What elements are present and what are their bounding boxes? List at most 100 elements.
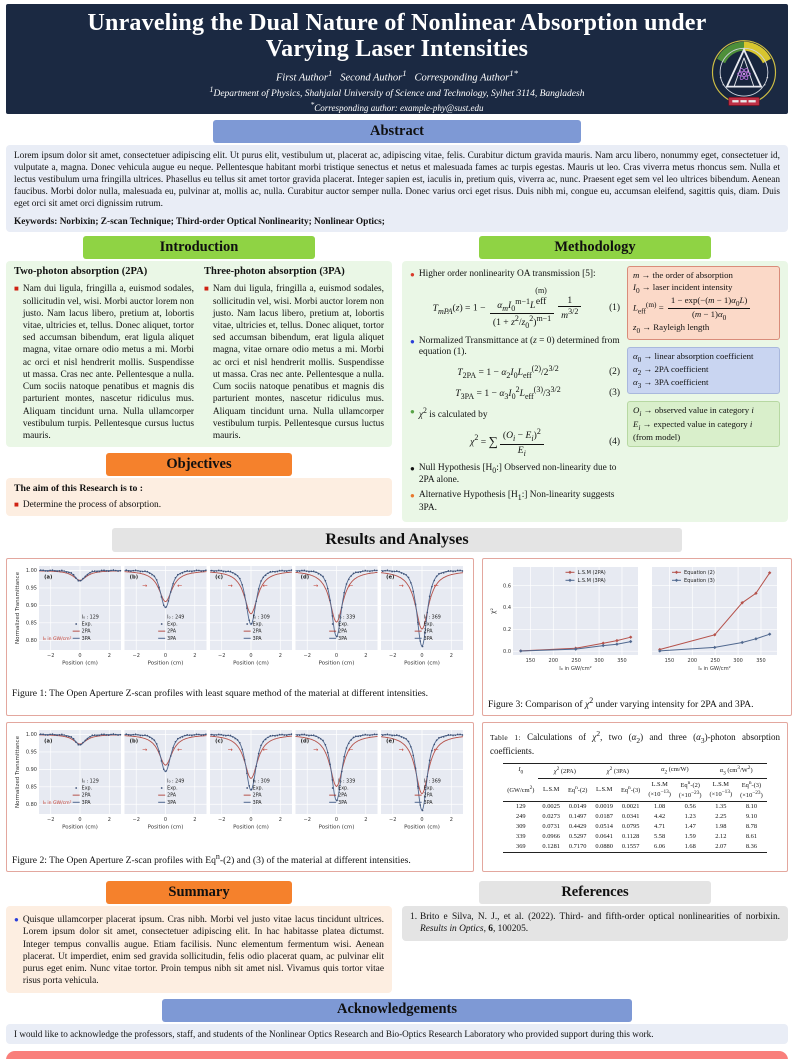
def-line: Oi → observed value in category i [633, 405, 754, 419]
table-row: 249 0.0273 0.1497 0.0187 0.0341 4.42 1.23 2.25 9… [516, 813, 758, 821]
svg-text:Position (cm): Position (cm) [62, 661, 98, 667]
svg-text:0: 0 [249, 653, 252, 659]
svg-text:→: → [313, 747, 318, 754]
table-row: 369 0.1281 0.7170 0.0880 0.1557 6.06 1.68 2.07 8… [503, 842, 767, 853]
svg-text:Position (cm): Position (cm) [233, 661, 269, 667]
svg-text:2: 2 [108, 653, 111, 659]
svg-text:→: → [313, 583, 318, 590]
abstract-text: Lorem ipsum dolor sit amet, consectetuer… [14, 151, 780, 210]
svg-text:0: 0 [78, 653, 81, 659]
table-1-title: Table 1: Calculations of χ2, two (α2) an… [490, 729, 780, 756]
svg-text:I₀ in GW/cm²: I₀ in GW/cm² [698, 666, 731, 672]
equation-2: T2PA = 1 − α2I0Leff(2)/23/2 (2) [420, 364, 620, 380]
svg-text:→: → [142, 583, 147, 590]
equation-3-number: (3) [609, 388, 620, 399]
svg-text:−2: −2 [218, 817, 225, 823]
method-bullet-1: Higher order nonlinearity OA transmissio… [418, 269, 596, 280]
svg-text:2: 2 [279, 817, 282, 823]
svg-text:250: 250 [571, 658, 581, 664]
svg-text:2: 2 [193, 653, 196, 659]
def-line: Ei → expected value in category i (from … [633, 418, 753, 443]
svg-text:←: ← [434, 583, 439, 590]
svg-text:0: 0 [78, 817, 81, 823]
def-line: α0 → linear absorption coefficient [633, 350, 754, 364]
svg-text:Exp.: Exp. [424, 786, 434, 792]
keywords-line: Keywords: Norbixin; Z-scan Technique; Th… [14, 217, 385, 228]
svg-text:I₀ : 309: I₀ : 309 [253, 779, 270, 785]
methodology-body: ● Higher order nonlinearity OA transmissi… [402, 261, 788, 523]
svg-text:Exp.: Exp. [424, 622, 434, 628]
svg-text:(e): (e) [386, 739, 394, 745]
square-bullet-icon: ■ [14, 284, 19, 294]
svg-text:0.4: 0.4 [503, 606, 511, 612]
svg-text:0.90: 0.90 [26, 767, 37, 773]
table-1-box: Table 1: Calculations of χ2, two (α2) an… [482, 722, 788, 873]
svg-text:(c): (c) [215, 575, 223, 581]
references-heading: References [479, 881, 711, 905]
svg-text:Position (cm): Position (cm) [148, 661, 184, 667]
svg-text:3PA: 3PA [338, 800, 348, 806]
equation-3: T3PA = 1 − α3I02Leff(3)/33/2 (3) [420, 385, 620, 401]
method-bullet-4: Null Hypothesis [H0:] Observed non-linea… [418, 462, 617, 486]
svg-text:0.95: 0.95 [26, 750, 37, 756]
svg-text:I₀ : 249: I₀ : 249 [167, 615, 184, 621]
intro-2pa-title: Two-photon absorption (2PA) [14, 266, 148, 278]
svg-text:3PA: 3PA [82, 800, 92, 806]
svg-text:3PA: 3PA [253, 636, 263, 642]
reference-item: Brito e Silva, N. J., et al. (2022). Thi… [420, 912, 780, 935]
summary-text: Quisque ullamcorper placerat ipsum. Cras… [22, 915, 384, 987]
method-bullet-3: χ2 is calculated by [418, 406, 488, 421]
bullet-icon: ● [410, 463, 415, 473]
methodology-equations-column: ● Higher order nonlinearity OA transmissi… [410, 266, 620, 514]
svg-text:I₀ in GW/cm²: I₀ in GW/cm² [559, 666, 592, 672]
figure-1-box: (a) I₀ : 129 Exp. 2PA 3PA I₀ in GW/cm² −2 0 2 Pos… [6, 558, 474, 717]
poster-title: Unraveling the Dual Nature of Nonlinear … [87, 10, 707, 62]
svg-text:2: 2 [108, 817, 111, 823]
svg-text:−2: −2 [218, 653, 225, 659]
equation-1: TmPA(z) = 1 − αmI0m−1L(m) eff (1 + z2/z02)… [420, 286, 620, 331]
svg-text:Exp.: Exp. [253, 786, 263, 792]
svg-text:2: 2 [279, 653, 282, 659]
svg-text:I₀ : 369: I₀ : 369 [424, 779, 441, 785]
svg-text:0.95: 0.95 [26, 586, 37, 592]
svg-text:150: 150 [665, 658, 675, 664]
figure-2-box: (a) I₀ : 129 Exp. 2PA 3PA I₀ in GW/cm² −2 0 2 Pos… [6, 722, 474, 873]
svg-text:3PA: 3PA [338, 636, 348, 642]
svg-text:3PA: 3PA [167, 800, 177, 806]
references-column: References 1. Brito e Silva, N. J., et a… [402, 881, 788, 992]
methodology-column: Methodology ● Higher order nonlinearity O… [402, 236, 788, 523]
def-line: α2 → 2PA coefficient [633, 363, 709, 377]
objective-item: Determine the process of absorption. [22, 500, 162, 511]
svg-text:Position (cm): Position (cm) [319, 661, 355, 667]
svg-text:2PA: 2PA [253, 629, 263, 635]
svg-text:2: 2 [450, 817, 453, 823]
svg-text:(e): (e) [386, 575, 394, 581]
intro-3pa-column: Three-photon absorption (3PA) ■ Nam dui … [204, 266, 384, 442]
figure-2-caption: Figure 2: The Open Aperture Z-scan profi… [12, 852, 411, 867]
svg-text:3PA: 3PA [253, 800, 263, 806]
svg-text:Equation (2): Equation (2) [684, 570, 715, 576]
svg-text:Exp.: Exp. [253, 622, 263, 628]
svg-text:0: 0 [335, 817, 338, 823]
results-heading: Results and Analyses [111, 528, 683, 553]
table-row: 339 0.0966 0.5297 0.0641 0.1128 5.58 1.59 2.12 8… [516, 833, 758, 841]
svg-text:Position (cm): Position (cm) [404, 661, 440, 667]
affiliation-line: 1Department of Physics, Shahjalal Univer… [209, 85, 585, 100]
svg-text:→: → [228, 747, 233, 754]
bullet-icon: ● [410, 491, 415, 501]
reference-number: 1. [410, 912, 418, 923]
svg-text:−2: −2 [47, 817, 54, 823]
svg-text:1.00: 1.00 [26, 569, 37, 575]
svg-text:→: → [228, 583, 233, 590]
acknowledgements-body: I would like to acknowledge the professo… [6, 1023, 788, 1044]
svg-text:Exp.: Exp. [167, 786, 177, 792]
conference-footer: National Conference on Physics for the 2… [6, 1050, 788, 1059]
svg-text:L.S.M (2PA): L.S.M (2PA) [578, 570, 606, 576]
svg-text:Exp.: Exp. [82, 622, 92, 628]
equation-3-expr: T3PA = 1 − α3I02Leff(3)/33/2 [455, 385, 561, 402]
svg-text:1.00: 1.00 [26, 733, 37, 739]
abstract-heading: Abstract [213, 120, 581, 143]
svg-text:0.85: 0.85 [26, 621, 37, 627]
svg-text:←: ← [434, 747, 439, 754]
